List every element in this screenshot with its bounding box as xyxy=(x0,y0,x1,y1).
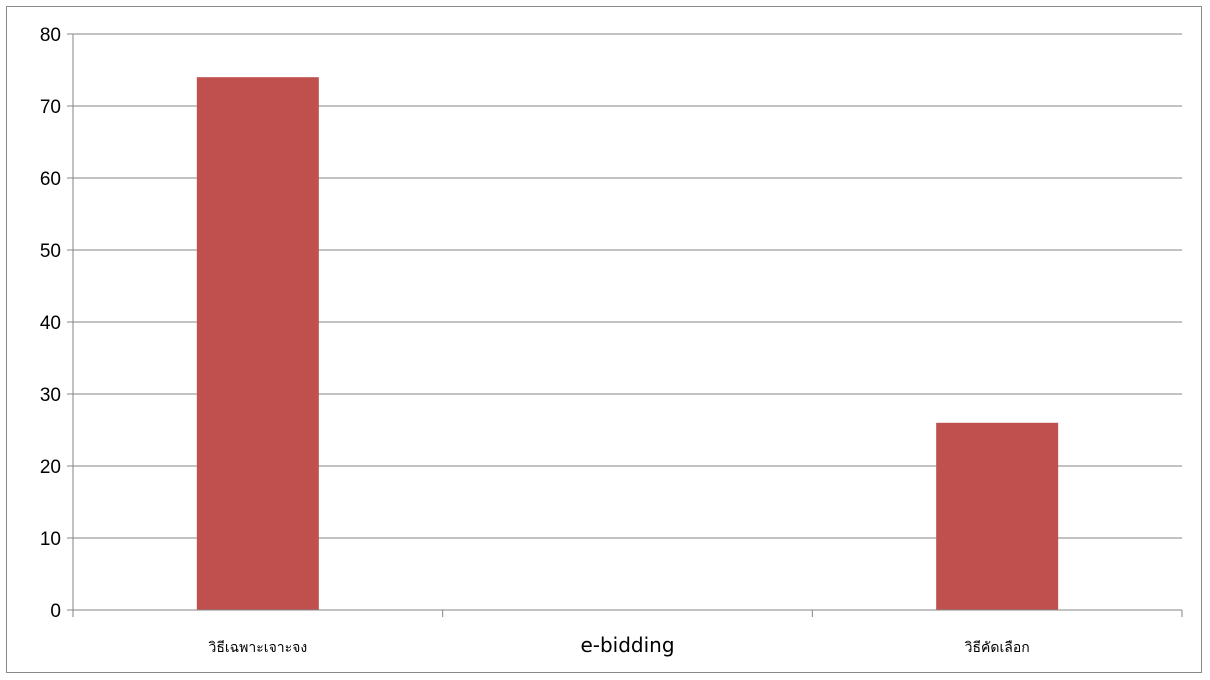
y-tick-label-10: 10 xyxy=(40,529,61,550)
y-tick-label-40: 40 xyxy=(40,313,61,334)
x-category-label-1: e-bidding xyxy=(580,633,674,657)
x-category-labels: วิธีเฉพาะเจาะจง e-bidding วิธีคัดเลือก xyxy=(208,633,1029,657)
y-tick-label-20: 20 xyxy=(40,457,61,478)
x-category-label-0: วิธีเฉพาะเจาะจง xyxy=(208,640,307,656)
y-tick-labels: 0 10 20 30 40 50 60 70 80 xyxy=(40,25,61,622)
y-tick-label-50: 50 xyxy=(40,241,61,262)
bars xyxy=(196,77,1059,610)
y-tick-label-70: 70 xyxy=(40,97,61,118)
y-tick-label-30: 30 xyxy=(40,385,61,406)
bar-0 xyxy=(196,77,319,610)
axes xyxy=(67,33,1183,617)
y-tick-label-60: 60 xyxy=(40,169,61,190)
y-tick-label-0: 0 xyxy=(50,601,61,622)
y-tick-label-80: 80 xyxy=(40,25,61,46)
x-category-label-2: วิธีคัดเลือก xyxy=(964,640,1029,656)
bar-2 xyxy=(936,422,1059,610)
